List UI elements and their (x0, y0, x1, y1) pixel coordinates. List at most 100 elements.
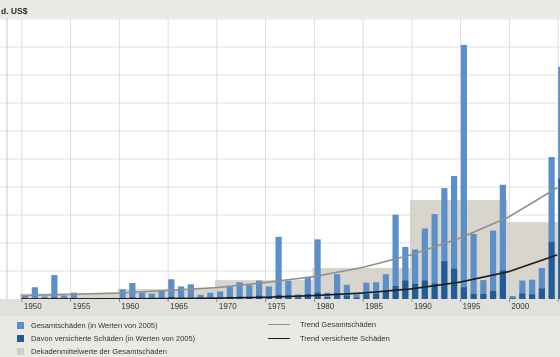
x-tick-label: 1990 (414, 302, 432, 311)
bar-insured-loss (392, 285, 399, 299)
bar-insured-loss (480, 293, 487, 299)
bar-total-loss (197, 294, 204, 299)
bar-total-loss (148, 293, 155, 299)
legend: Gesamtschäden (in Werten von 2005) Davon… (0, 316, 560, 357)
bar-total-loss (499, 184, 506, 299)
bar-insured-loss (558, 178, 560, 299)
bar-insured-loss (470, 293, 477, 299)
bar-insured-loss (529, 294, 536, 299)
trend-line-total (20, 187, 558, 297)
x-tick-label: 1955 (73, 302, 91, 311)
bar-total-loss (70, 292, 77, 299)
bar-total-loss (363, 282, 370, 299)
bar-total-loss (61, 295, 68, 299)
bar-insured-loss (421, 280, 428, 299)
bar-total-loss (139, 292, 146, 299)
bar-total-loss (460, 44, 467, 300)
bar-total-loss (217, 291, 224, 299)
legend-label-insured: Davon versicherte Schäden (in Werten von… (31, 334, 196, 343)
bar-total-loss (451, 175, 458, 299)
legend-item-decade-averages: Dekadenmittelwerte der Gesamtschäden (17, 347, 167, 356)
bar-total-loss (304, 276, 311, 299)
x-tick-label: 1965 (170, 302, 188, 311)
disaster-losses-chart: 1950 1955 1960 1965 1970 1975 1980 1985 1990 1995… (0, 18, 560, 311)
bar-insured-loss (490, 291, 497, 299)
bar-insured-loss (451, 268, 458, 299)
x-tick-label: 1960 (121, 302, 139, 311)
x-tick-label: 2000 (511, 302, 529, 311)
bar-insured-loss (519, 293, 526, 299)
bar-insured-loss (353, 297, 360, 299)
decade-average-bar (20, 293, 118, 299)
legend-item-total-losses: Gesamtschäden (in Werten von 2005) (17, 321, 158, 330)
trend-lines (20, 187, 558, 300)
legend-label-trend-insured: Trend versicherte Schäden (300, 334, 390, 343)
bar-total-loss (51, 275, 58, 299)
bar-insured-loss (412, 283, 419, 299)
x-tick-label: 1970 (219, 302, 237, 311)
bar-total-loss (529, 279, 536, 299)
bar-total-loss (431, 214, 438, 299)
legend-line-trend-total (268, 324, 290, 325)
legend-label-decade: Dekadenmittelwerte der Gesamtschäden (31, 347, 167, 356)
legend-swatch-total (17, 322, 24, 329)
bar-insured-loss (334, 293, 341, 299)
x-tick-label: 1995 (463, 302, 481, 311)
bar-total-loss (285, 280, 292, 299)
legend-label-total: Gesamtschäden (in Werten von 2005) (31, 321, 158, 330)
bar-total-loss (392, 214, 399, 299)
bar-total-loss (480, 280, 487, 299)
legend-item-trend-total: Trend Gesamtschäden (268, 320, 376, 329)
bar-total-loss (548, 157, 555, 299)
legend-label-trend-total: Trend Gesamtschäden (300, 320, 377, 329)
bar-total-loss (334, 274, 341, 299)
bar-total-loss (246, 285, 253, 299)
bar-total-loss (178, 286, 185, 299)
bar-insured-loss (460, 287, 467, 299)
bar-total-loss (31, 287, 38, 299)
legend-line-trend-insured (268, 338, 290, 339)
bar-insured-loss (548, 241, 555, 299)
bar-total-loss (41, 296, 48, 299)
bar-insured-loss (499, 270, 506, 299)
bar-insured-loss (431, 283, 438, 299)
x-tick-label: 1975 (268, 302, 286, 311)
bar-total-loss (256, 280, 263, 299)
bar-total-loss (158, 290, 165, 299)
bar-total-loss (373, 282, 380, 299)
bar-total-loss (402, 246, 409, 299)
bar-total-loss (421, 228, 428, 299)
y-axis-unit-label: d. US$ (1, 6, 28, 16)
bar-insured-loss (295, 297, 302, 299)
bar-insured-loss (382, 290, 389, 299)
bar-total-loss (538, 267, 545, 299)
loss-bars (22, 44, 560, 300)
legend-item-trend-insured: Trend versicherte Schäden (268, 334, 390, 343)
bar-total-loss (226, 286, 233, 299)
bar-total-loss (119, 289, 126, 299)
bar-insured-loss (343, 295, 350, 299)
bar-total-loss (509, 296, 516, 299)
bar-total-loss (207, 292, 214, 299)
bar-total-loss (236, 282, 243, 299)
x-axis-tick-labels: 1950 1955 1960 1965 1970 1975 1980 1985 1990 1995… (21, 299, 559, 311)
decade-average-bar (117, 288, 215, 299)
trend-line-insured (20, 254, 558, 300)
bar-total-loss (22, 295, 29, 299)
legend-swatch-insured (17, 335, 24, 342)
x-tick-label: 1985 (365, 302, 383, 311)
bar-total-loss (275, 236, 282, 299)
bar-total-loss (490, 230, 497, 299)
legend-item-insured-losses: Davon versicherte Schäden (in Werten von… (17, 334, 195, 343)
bar-insured-loss (509, 298, 516, 299)
bar-total-loss (265, 286, 272, 299)
x-tick-label: 1950 (24, 302, 42, 311)
bar-total-loss (314, 239, 321, 299)
legend-swatch-decade (17, 348, 24, 355)
x-tick-label: 1980 (316, 302, 334, 311)
bar-total-loss (168, 279, 175, 299)
bar-insured-loss (363, 294, 370, 299)
bar-total-loss (412, 249, 419, 299)
bar-total-loss (129, 283, 136, 299)
bar-total-loss (519, 280, 526, 299)
